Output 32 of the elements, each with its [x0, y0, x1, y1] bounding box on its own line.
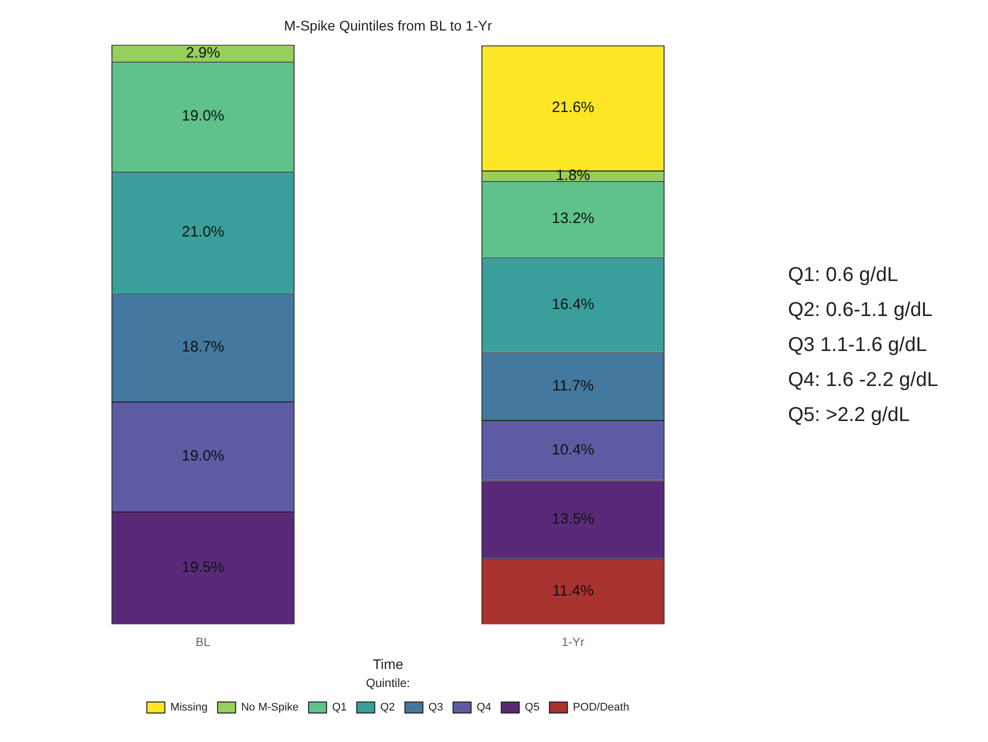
text: Q3 1.1-1.6 g/dL	[788, 333, 928, 358]
x-tick-label: BL	[196, 634, 211, 649]
legend-label: Q1	[332, 702, 347, 714]
chart-title: M-Spike Quintiles from BL to 1-Yr	[284, 17, 492, 34]
legend-label: Q4	[476, 702, 492, 714]
data-label: 21.6%	[552, 99, 594, 116]
legend-label: Missing	[170, 702, 208, 714]
legend-label: POD/Death	[572, 702, 630, 714]
legend-label: Q2	[380, 702, 395, 714]
legend-title: Quintile:	[366, 676, 410, 690]
data-label: 13.2%	[552, 210, 594, 228]
text: Q4: 1.6 -2.2 g/dL	[788, 368, 938, 393]
data-label: 19.0%	[182, 448, 224, 465]
x-axis-title: Time	[372, 656, 404, 672]
data-label: 2.9%	[186, 44, 220, 62]
x-tick-label: 1-Yr	[562, 634, 584, 649]
data-label: 10.4%	[552, 441, 594, 458]
legend-label: Q5	[524, 702, 540, 714]
data-label: 19.5%	[182, 559, 224, 576]
legend-label: No M-Spike	[241, 702, 299, 714]
data-label: 11.4%	[552, 582, 594, 600]
data-label: 1.8%	[556, 166, 590, 184]
data-label: 16.4%	[552, 296, 594, 313]
data-label: 11.7%	[552, 377, 594, 394]
data-label: 18.7%	[182, 338, 224, 356]
text: Q5: >2.2 g/dL	[788, 403, 911, 428]
text: Q1: 0.6 g/dL	[788, 263, 900, 288]
legend-label: Q3	[428, 702, 444, 714]
data-label: 19.0%	[182, 108, 224, 125]
text: Q2: 0.6-1.1 g/dL	[788, 298, 934, 323]
data-label: 13.5%	[552, 510, 594, 528]
data-label: 21.0%	[182, 224, 224, 241]
